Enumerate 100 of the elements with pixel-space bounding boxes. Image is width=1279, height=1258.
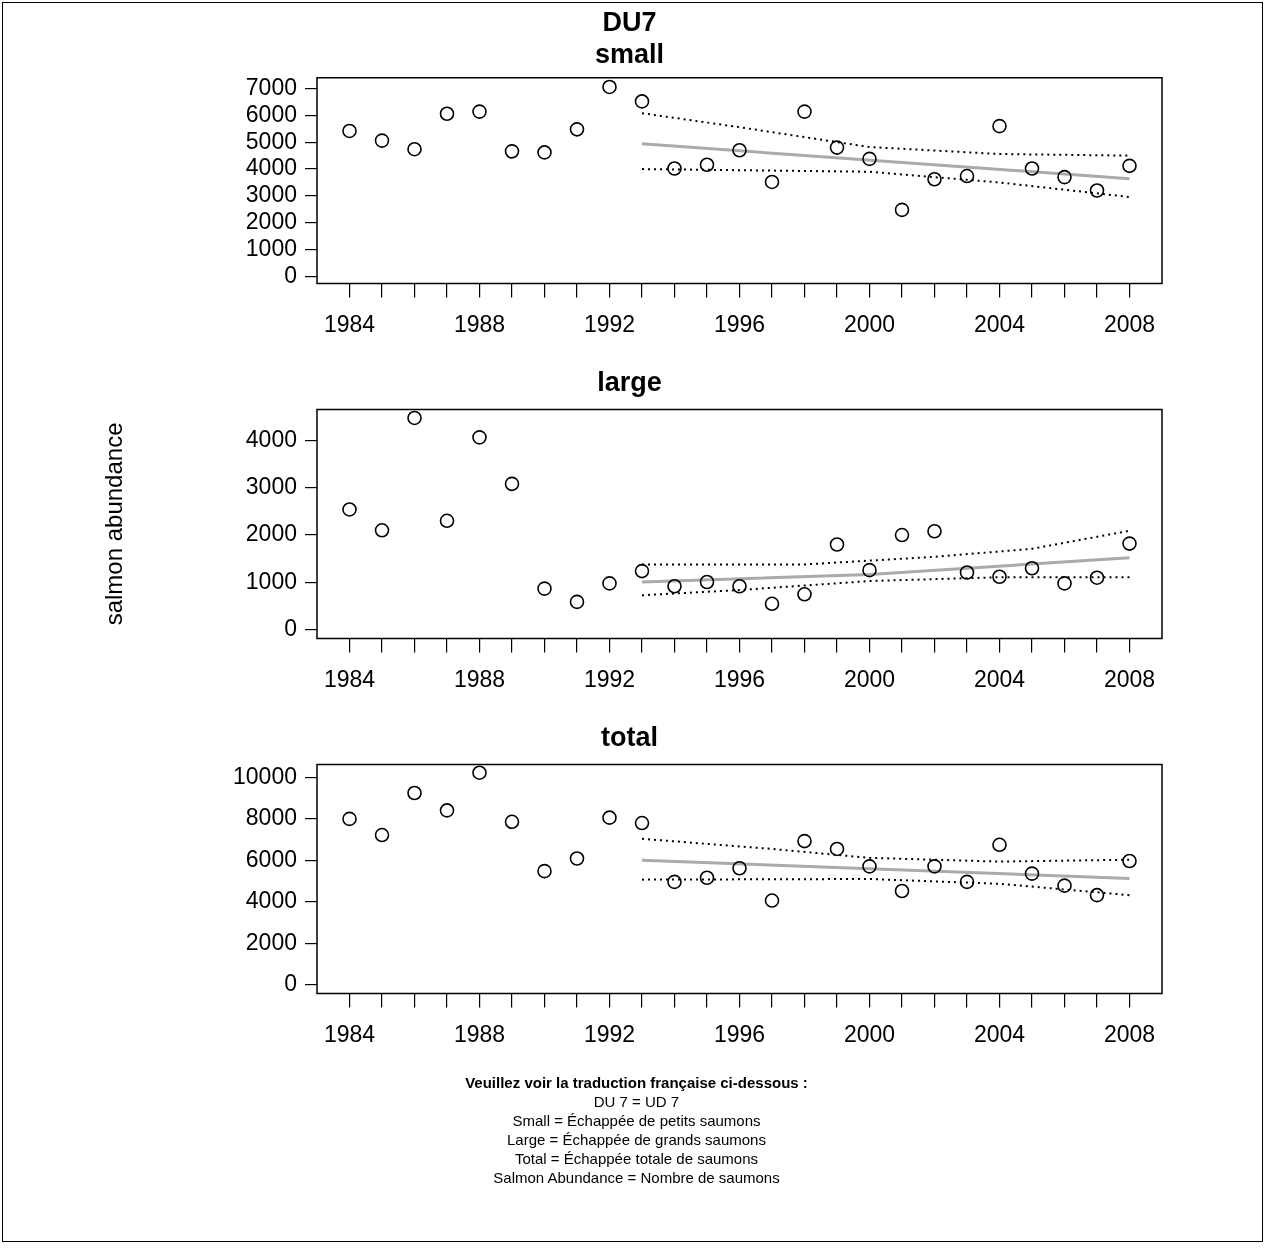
x-tick-label: 2004 [973, 310, 1026, 337]
point [569, 594, 585, 610]
point [602, 576, 617, 591]
point [699, 574, 715, 590]
x-tick-label: 2004 [973, 1020, 1026, 1047]
y-tick-label: 3000 [245, 181, 297, 208]
y-tick-label: 2000 [245, 928, 297, 955]
x-tick-label: 1988 [453, 665, 506, 692]
point [504, 814, 520, 830]
point [829, 537, 845, 552]
point [569, 851, 585, 866]
point [1122, 853, 1137, 869]
point [732, 578, 747, 594]
x-tick-label: 1992 [583, 1020, 636, 1047]
chart-title: DU7 [602, 6, 657, 37]
point [1122, 536, 1137, 551]
point [862, 151, 877, 167]
x-tick-label: 1996 [713, 310, 766, 337]
point [439, 106, 455, 122]
point [1089, 183, 1105, 198]
point [797, 833, 812, 849]
point [1057, 169, 1072, 185]
x-tick-label: 1996 [713, 665, 766, 692]
y-tick-label: 5000 [245, 127, 297, 154]
point [342, 811, 357, 827]
point [927, 523, 942, 539]
point [342, 123, 357, 139]
x-tick-label: 1992 [583, 665, 636, 692]
point [1024, 161, 1040, 176]
y-tick-label: 2000 [245, 208, 297, 235]
point [439, 513, 455, 529]
point [699, 157, 715, 173]
y-tick-label: 6000 [245, 845, 297, 872]
point [959, 168, 975, 184]
point [862, 562, 877, 578]
point [537, 581, 552, 596]
point [439, 803, 455, 818]
text: Small = Échappée de petits saumons [511, 1111, 762, 1130]
point [732, 142, 747, 158]
y-tick-label: 4000 [245, 425, 297, 452]
text: Total = Échappée totale de saumons [513, 1149, 760, 1168]
point [342, 502, 357, 517]
point [407, 141, 422, 157]
point [667, 161, 682, 176]
point [374, 523, 390, 538]
point [602, 810, 617, 825]
point [504, 476, 520, 492]
point [764, 174, 780, 190]
y-tick-label: 3000 [245, 472, 297, 499]
chart-title: large [597, 366, 662, 397]
point [407, 410, 422, 426]
x-tick-label: 2000 [843, 310, 896, 337]
point [374, 133, 390, 148]
point [992, 569, 1007, 585]
point [1024, 560, 1040, 576]
x-tick-label: 2008 [1103, 310, 1156, 337]
point [732, 860, 747, 876]
point [472, 104, 487, 119]
point [407, 785, 422, 801]
chart-subtitle: small [594, 39, 665, 70]
point [894, 883, 910, 899]
point [829, 140, 845, 155]
point [634, 563, 650, 579]
point [894, 202, 910, 218]
point [959, 565, 975, 580]
x-tick-label: 1984 [323, 1020, 376, 1047]
point [1057, 878, 1072, 893]
point [472, 765, 487, 780]
x-tick-label: 1984 [323, 310, 376, 337]
point [667, 578, 682, 594]
y-tick-label: 8000 [245, 804, 297, 831]
point [992, 118, 1007, 134]
point [1089, 887, 1105, 903]
point [1057, 576, 1072, 591]
point [537, 863, 552, 879]
x-tick-label: 1988 [453, 1020, 506, 1047]
point [894, 527, 910, 543]
x-tick-label: 2008 [1103, 1020, 1156, 1047]
point [1024, 866, 1040, 881]
point [992, 837, 1007, 853]
y-tick-label: 7000 [245, 73, 297, 100]
y-tick-label: 1000 [245, 567, 297, 594]
x-tick-label: 1992 [583, 310, 636, 337]
y-axis-title: salmon abundance [100, 422, 128, 626]
text: Salmon Abundance = Nombre de saumons [492, 1168, 781, 1187]
point [927, 171, 942, 187]
point [699, 870, 715, 886]
text: Veuillez voir la traduction française ci-dessous : [464, 1073, 809, 1092]
point [862, 859, 877, 874]
point [667, 874, 682, 890]
point [569, 122, 585, 137]
x-tick-label: 2000 [843, 1020, 896, 1047]
point [1089, 570, 1105, 586]
point [797, 587, 812, 602]
point [829, 841, 845, 857]
point [504, 144, 520, 159]
x-tick-label: 1988 [453, 310, 506, 337]
x-tick-label: 1996 [713, 1020, 766, 1047]
y-tick-label: 0 [284, 615, 297, 642]
text: Large = Échappée de grands saumons [506, 1130, 767, 1149]
